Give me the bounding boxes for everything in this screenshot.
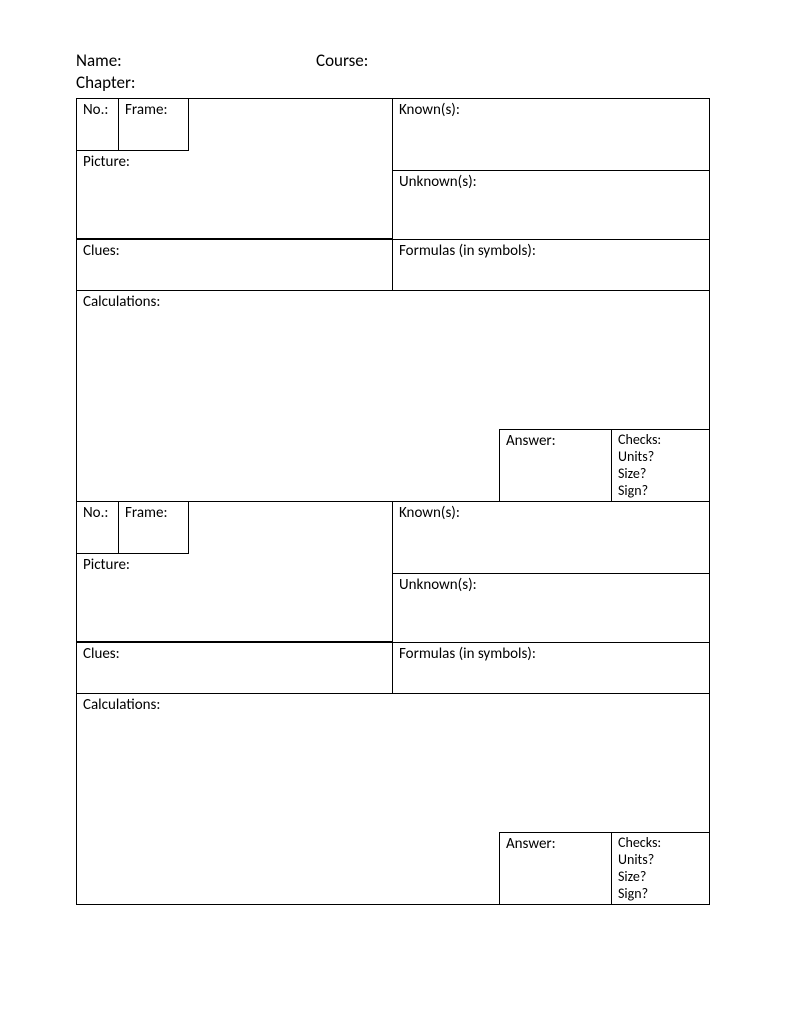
clues-box: Clues: xyxy=(77,240,393,290)
right-upper-section: Known(s): Unknown(s): xyxy=(393,502,709,642)
header-row-2: Chapter: xyxy=(76,72,710,94)
frame-box: Frame: xyxy=(119,99,189,151)
checks-sign: Sign? xyxy=(618,483,703,500)
calculations-box: Calculations: Answer: Checks: Units? Siz… xyxy=(77,694,709,904)
checks-box: Checks: Units? Size? Sign? xyxy=(611,832,709,904)
no-box: No.: xyxy=(77,99,119,151)
formulas-label: Formulas (in symbols): xyxy=(399,645,536,663)
unknowns-label: Unknown(s): xyxy=(399,576,477,594)
knowns-label: Known(s): xyxy=(399,504,460,522)
formulas-box: Formulas (in symbols): xyxy=(393,643,709,693)
no-label: No.: xyxy=(83,101,108,119)
checks-box: Checks: Units? Size? Sign? xyxy=(611,429,709,501)
clues-label: Clues: xyxy=(83,242,120,260)
header-row-1: Name: Course: xyxy=(76,50,710,72)
clues-label: Clues: xyxy=(83,645,120,663)
checks-sign: Sign? xyxy=(618,886,703,903)
calculations-label: Calculations: xyxy=(77,694,709,716)
left-upper-section: No.: Frame: Picture: xyxy=(77,502,393,642)
right-upper-section: Known(s): Unknown(s): xyxy=(393,99,709,239)
knowns-box: Known(s): xyxy=(393,99,709,171)
clues-box: Clues: xyxy=(77,643,393,693)
frame-label: Frame: xyxy=(125,101,167,119)
picture-label: Picture: xyxy=(83,556,130,574)
checks-label: Checks: xyxy=(618,432,703,449)
upper-row: No.: Frame: Picture: Known(s): Unknown(s… xyxy=(77,502,709,642)
no-frame-row: No.: Frame: xyxy=(77,502,392,554)
formulas-box: Formulas (in symbols): xyxy=(393,240,709,290)
name-label: Name: xyxy=(76,50,316,72)
problem-block-1: No.: Frame: Picture: Known(s): Unknown(s… xyxy=(76,98,710,502)
left-upper-section: No.: Frame: Picture: xyxy=(77,99,393,239)
formulas-label: Formulas (in symbols): xyxy=(399,242,536,260)
answer-checks-row: Answer: Checks: Units? Size? Sign? xyxy=(499,429,709,501)
picture-label: Picture: xyxy=(83,153,130,171)
no-box: No.: xyxy=(77,502,119,554)
checks-units: Units? xyxy=(618,852,703,869)
no-frame-row: No.: Frame: xyxy=(77,99,392,151)
checks-size: Size? xyxy=(618,869,703,886)
checks-size: Size? xyxy=(618,466,703,483)
answer-box: Answer: xyxy=(499,832,611,904)
unknowns-box: Unknown(s): xyxy=(393,574,709,642)
frame-box: Frame: xyxy=(119,502,189,554)
calculations-box: Calculations: Answer: Checks: Units? Siz… xyxy=(77,291,709,501)
upper-row: No.: Frame: Picture: Known(s): Unknown(s… xyxy=(77,99,709,239)
picture-area: Picture: xyxy=(77,554,392,576)
no-label: No.: xyxy=(83,504,108,522)
unknowns-box: Unknown(s): xyxy=(393,171,709,239)
chapter-label: Chapter: xyxy=(76,72,135,94)
answer-checks-row: Answer: Checks: Units? Size? Sign? xyxy=(499,832,709,904)
clues-formulas-row: Clues: Formulas (in symbols): xyxy=(77,239,709,291)
answer-label: Answer: xyxy=(506,835,556,853)
picture-area: Picture: xyxy=(77,151,392,173)
clues-formulas-row: Clues: Formulas (in symbols): xyxy=(77,642,709,694)
unknowns-label: Unknown(s): xyxy=(399,173,477,191)
course-label: Course: xyxy=(316,50,368,72)
problem-block-2: No.: Frame: Picture: Known(s): Unknown(s… xyxy=(76,502,710,905)
answer-label: Answer: xyxy=(506,432,556,450)
knowns-box: Known(s): xyxy=(393,502,709,574)
calculations-label: Calculations: xyxy=(77,291,709,313)
frame-label: Frame: xyxy=(125,504,167,522)
checks-units: Units? xyxy=(618,449,703,466)
checks-label: Checks: xyxy=(618,835,703,852)
answer-box: Answer: xyxy=(499,429,611,501)
knowns-label: Known(s): xyxy=(399,101,460,119)
worksheet-header: Name: Course: Chapter: xyxy=(76,50,710,94)
